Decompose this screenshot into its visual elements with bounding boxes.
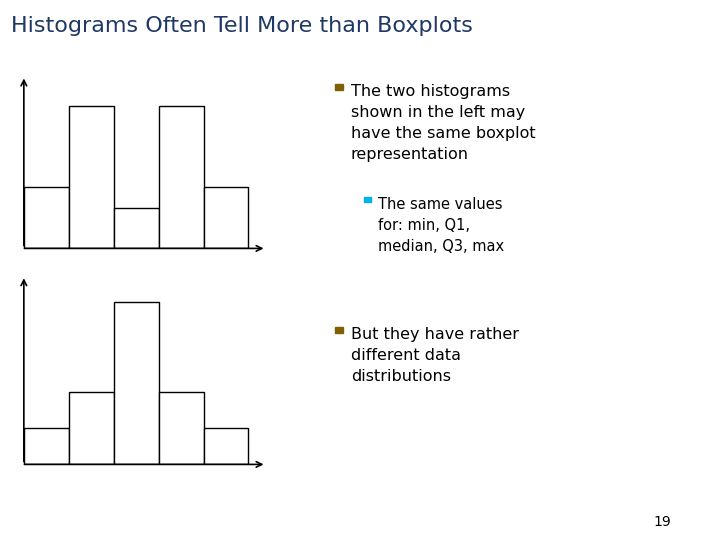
Bar — [158, 106, 204, 248]
Bar — [69, 106, 114, 248]
Bar — [69, 393, 114, 464]
Text: But they have rather
different data
distributions: But they have rather different data dist… — [351, 327, 518, 384]
Text: 19: 19 — [654, 515, 671, 529]
Bar — [204, 187, 248, 248]
Text: Histograms Often Tell More than Boxplots: Histograms Often Tell More than Boxplots — [11, 16, 472, 36]
Text: The same values
for: min, Q1,
median, Q3, max: The same values for: min, Q1, median, Q3… — [378, 197, 504, 254]
Bar — [158, 393, 204, 464]
Bar — [114, 208, 158, 248]
Bar — [24, 187, 69, 248]
Bar — [204, 428, 248, 464]
Bar — [24, 428, 69, 464]
Bar — [114, 302, 158, 464]
Text: The two histograms
shown in the left may
have the same boxplot
representation: The two histograms shown in the left may… — [351, 84, 535, 161]
